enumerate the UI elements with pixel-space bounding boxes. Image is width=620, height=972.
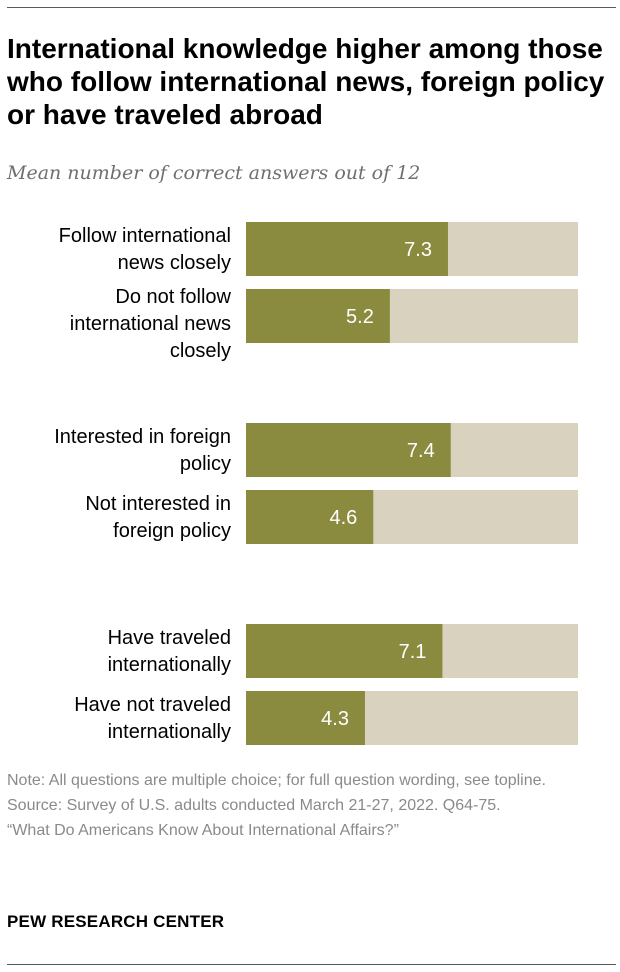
bar [246,289,390,343]
chart-title: International knowledge higher among tho… [7,33,605,130]
bar-category-label: Have not traveled internationally [74,694,231,743]
bar-value-label: 7.1 [399,641,427,663]
bottom-rule [7,964,616,965]
bar-value-label: 7.4 [407,440,435,462]
bar-value-label: 7.3 [404,239,432,261]
chart-subtitle: Mean number of correct answers out of 12 [7,162,421,184]
bar-value-label: 4.3 [321,708,349,730]
bar-category-label: Interested in foreign policy [54,426,231,475]
note-text: Note: All questions are multiple choice;… [7,772,546,789]
notes-block: Note: All questions are multiple choice;… [7,768,607,843]
bar-value-label: 4.6 [329,507,357,529]
bar [246,624,443,678]
bar [246,222,448,276]
report-title: “What Do Americans Know About Internatio… [7,822,399,839]
bar-category-label: Follow international news closely [59,225,231,274]
bar-chart: 7.3 Follow international news closely 5.2 Do… [54,222,578,745]
pew-logo: PEW RESEARCH CENTER [7,912,225,931]
bar [246,691,365,745]
bar-category-label: Have traveled internationally [108,627,231,676]
top-rule [7,7,616,8]
bar-value-label: 5.2 [346,306,374,328]
source-text: Source: Survey of U.S. adults conducted … [7,797,501,814]
bar-category-label: Not interested in foreign policy [85,493,231,542]
bar-category-label: Do not follow international news closely [70,286,232,362]
bar [246,490,374,544]
bar [246,423,451,477]
